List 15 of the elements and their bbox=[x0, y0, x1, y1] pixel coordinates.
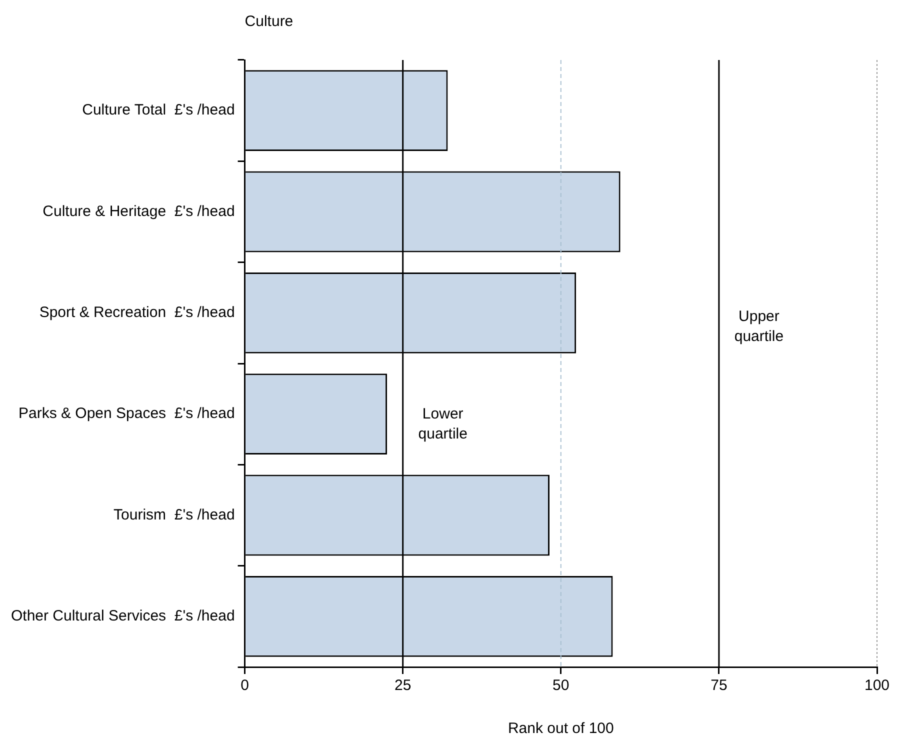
ref-line-label: Lower quartile bbox=[418, 405, 468, 442]
x-axis-title: Rank out of 100 bbox=[508, 720, 614, 738]
x-tick-label: 0 bbox=[240, 677, 249, 694]
y-tick-label: Tourism £'s /head bbox=[114, 506, 235, 524]
ref-line-label: Upper quartile bbox=[734, 308, 784, 346]
y-tick-label: Other Cultural Services £'s /head bbox=[10, 608, 235, 625]
x-tick-label: 75 bbox=[710, 677, 728, 694]
y-tick-label: Culture Total £'s /head bbox=[82, 102, 235, 119]
y-tick-label: Culture & Heritage £'s /head bbox=[42, 202, 235, 220]
y-tick-label: Sport & Recreation £'s /head bbox=[39, 304, 235, 322]
x-tick-label: 25 bbox=[394, 677, 412, 694]
x-tick-label: 50 bbox=[552, 677, 570, 694]
y-tick-label: Parks & Open Spaces £'s /head bbox=[18, 405, 235, 422]
chart-title: Culture bbox=[244, 13, 294, 30]
x-tick-label: 100 bbox=[864, 677, 890, 694]
